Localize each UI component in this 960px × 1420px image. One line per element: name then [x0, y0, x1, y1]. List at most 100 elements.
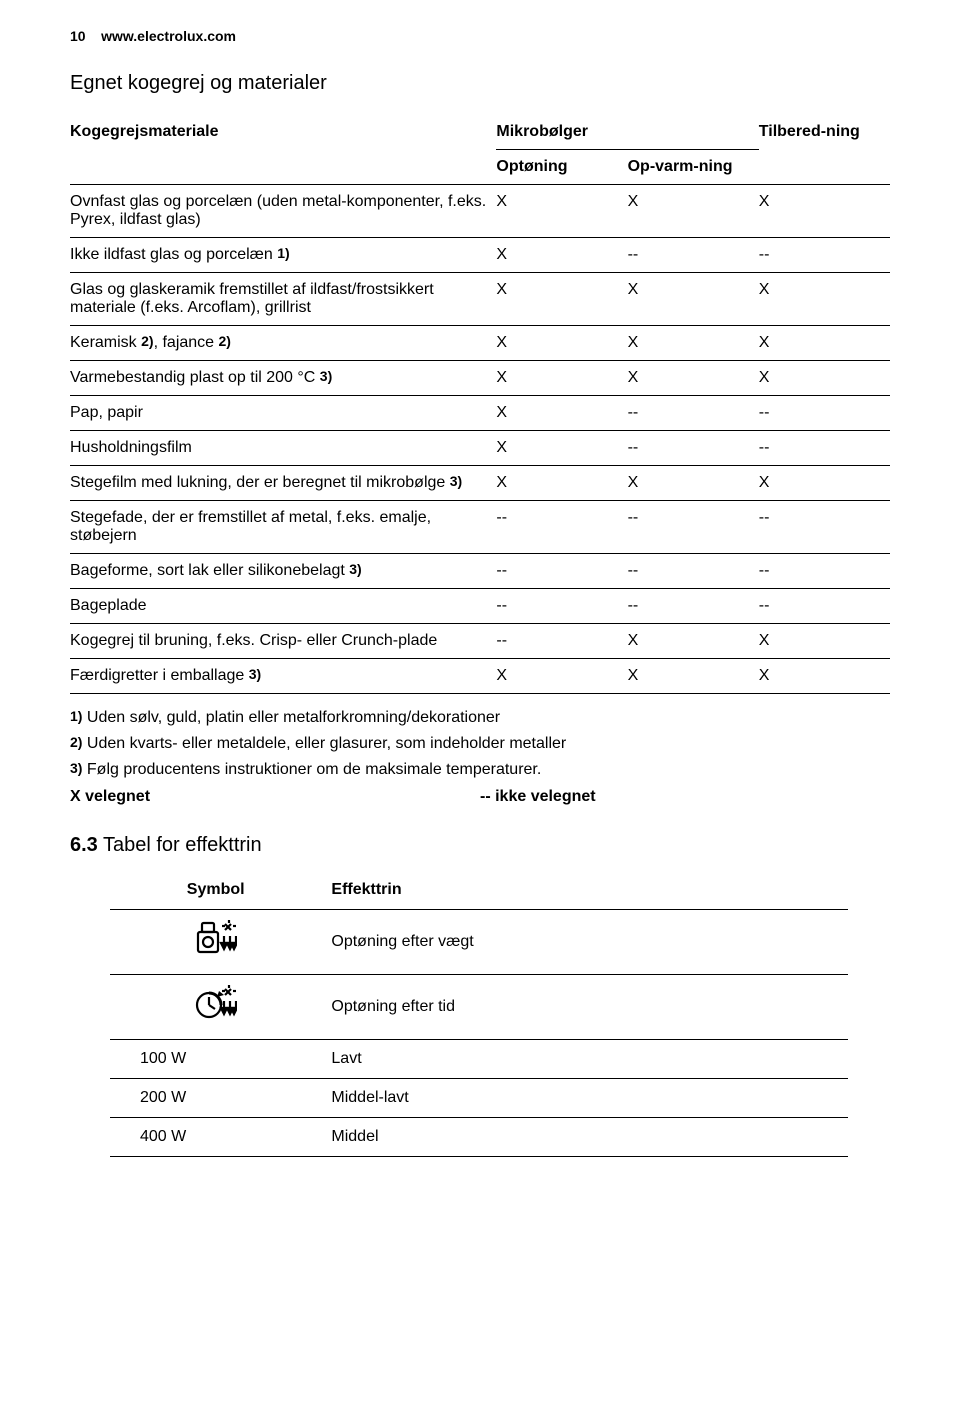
value-cell: X [759, 273, 890, 326]
value-cell: X [496, 185, 627, 238]
symbol-cell [110, 975, 331, 1040]
material-cell: Stegefilm med lukning, der er beregnet t… [70, 466, 496, 501]
table-row: Glas og glaskeramik fremstillet af ildfa… [70, 273, 890, 326]
col-power: Effekttrin [331, 871, 848, 910]
value-cell: X [759, 185, 890, 238]
value-cell: X [628, 326, 759, 361]
symbol-cell: 400 W [110, 1118, 331, 1157]
table-row: Varmebestandig plast op til 200 °C 3)XXX [70, 361, 890, 396]
col-heating: Op-varm-ning [628, 150, 759, 185]
power-label-cell: Optøning efter tid [331, 975, 848, 1040]
value-cell: X [628, 361, 759, 396]
material-cell: Kogegrej til bruning, f.eks. Crisp- elle… [70, 624, 496, 659]
table-row: Kogegrej til bruning, f.eks. Crisp- elle… [70, 624, 890, 659]
value-cell: X [496, 238, 627, 273]
table-row: 200 WMiddel-lavt [110, 1079, 848, 1118]
value-cell: X [496, 431, 627, 466]
value-cell: -- [759, 431, 890, 466]
table-row: Optøning efter vægt [110, 910, 848, 975]
defrost-time-icon [195, 985, 237, 1029]
value-cell: X [759, 326, 890, 361]
materials-table: Kogegrejsmateriale Mikrobølger Tilbered-… [70, 115, 890, 694]
value-cell: -- [759, 501, 890, 554]
col-microwaves: Mikrobølger [496, 115, 758, 150]
page-number: 10 [70, 28, 86, 44]
value-cell: -- [628, 238, 759, 273]
symbol-cell: 100 W [110, 1040, 331, 1079]
table-row: HusholdningsfilmX---- [70, 431, 890, 466]
value-cell: X [628, 624, 759, 659]
value-cell: X [496, 361, 627, 396]
material-cell: Bageforme, sort lak eller silikonebelagt… [70, 554, 496, 589]
material-cell: Færdigretter i emballage 3) [70, 659, 496, 694]
value-cell: -- [628, 589, 759, 624]
table-row: Optøning efter tid [110, 975, 848, 1040]
material-cell: Stegefade, der er fremstillet af metal, … [70, 501, 496, 554]
value-cell: X [759, 659, 890, 694]
table-row: Ikke ildfast glas og porcelæn 1)X---- [70, 238, 890, 273]
table-row: Ovnfast glas og porcelæn (uden metal-kom… [70, 185, 890, 238]
col-cooking: Tilbered-ning [759, 115, 890, 185]
legend: X velegnet -- ikke velegnet [70, 788, 890, 806]
value-cell: -- [496, 624, 627, 659]
value-cell: -- [759, 238, 890, 273]
value-cell: X [628, 659, 759, 694]
defrost-weight-icon [195, 920, 237, 964]
table-row: 400 WMiddel [110, 1118, 848, 1157]
subsection-title: Tabel for effekttrin [98, 834, 262, 856]
material-cell: Varmebestandig plast op til 200 °C 3) [70, 361, 496, 396]
site-url: www.electrolux.com [101, 28, 236, 44]
value-cell: -- [496, 589, 627, 624]
page-header: 10 www.electrolux.com [70, 28, 890, 44]
value-cell: -- [628, 554, 759, 589]
material-cell: Pap, papir [70, 396, 496, 431]
value-cell: X [496, 396, 627, 431]
value-cell: -- [759, 396, 890, 431]
power-label-cell: Lavt [331, 1040, 848, 1079]
power-label-cell: Middel-lavt [331, 1079, 848, 1118]
value-cell: X [496, 326, 627, 361]
material-cell: Husholdningsfilm [70, 431, 496, 466]
table-row: Stegefilm med lukning, der er beregnet t… [70, 466, 890, 501]
col-material: Kogegrejsmateriale [70, 115, 496, 185]
footnote-3: 3) Følg producentens instruktioner om de… [70, 758, 890, 782]
value-cell: X [628, 466, 759, 501]
value-cell: X [496, 466, 627, 501]
legend-suitable: X velegnet [70, 788, 480, 806]
value-cell: -- [759, 554, 890, 589]
table-row: Bageplade------ [70, 589, 890, 624]
value-cell: -- [759, 589, 890, 624]
col-symbol: Symbol [110, 871, 331, 910]
table-row: Pap, papirX---- [70, 396, 890, 431]
table-row: Keramisk 2), fajance 2)XXX [70, 326, 890, 361]
footnote-2: 2) Uden kvarts- eller metaldele, eller g… [70, 732, 890, 756]
symbol-cell: 200 W [110, 1079, 331, 1118]
value-cell: -- [496, 501, 627, 554]
value-cell: -- [628, 501, 759, 554]
col-defrost: Optøning [496, 150, 627, 185]
material-cell: Ovnfast glas og porcelæn (uden metal-kom… [70, 185, 496, 238]
value-cell: -- [628, 396, 759, 431]
value-cell: X [496, 273, 627, 326]
footnotes: 1) Uden sølv, guld, platin eller metalfo… [70, 706, 890, 782]
subsection-number: 6.3 [70, 834, 98, 856]
material-cell: Bageplade [70, 589, 496, 624]
value-cell: X [759, 361, 890, 396]
power-table: Symbol Effekttrin Optøning efter vægtOpt… [110, 871, 848, 1157]
material-cell: Glas og glaskeramik fremstillet af ildfa… [70, 273, 496, 326]
value-cell: X [759, 466, 890, 501]
value-cell: X [628, 185, 759, 238]
page-content: 10 www.electrolux.com Egnet kogegrej og … [0, 0, 960, 1197]
value-cell: -- [496, 554, 627, 589]
symbol-cell [110, 910, 331, 975]
value-cell: X [628, 273, 759, 326]
value-cell: X [759, 624, 890, 659]
material-cell: Ikke ildfast glas og porcelæn 1) [70, 238, 496, 273]
material-cell: Keramisk 2), fajance 2) [70, 326, 496, 361]
table-row: 100 WLavt [110, 1040, 848, 1079]
section-title: Egnet kogegrej og materialer [70, 72, 890, 95]
value-cell: -- [628, 431, 759, 466]
power-label-cell: Middel [331, 1118, 848, 1157]
table-row: Færdigretter i emballage 3)XXX [70, 659, 890, 694]
table-row: Stegefade, der er fremstillet af metal, … [70, 501, 890, 554]
